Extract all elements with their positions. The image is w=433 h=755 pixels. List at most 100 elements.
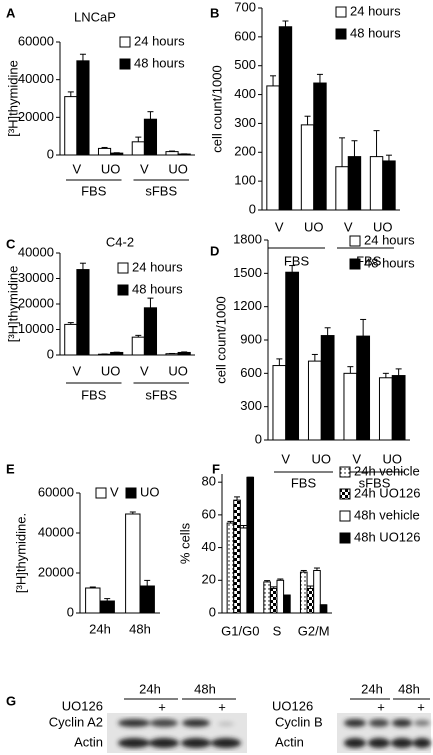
error-bar — [67, 322, 74, 325]
plus-mark: + — [218, 699, 226, 714]
bar — [143, 307, 158, 356]
error-bar — [360, 318, 367, 337]
error-bar — [347, 366, 354, 374]
y-axis-label: % cells — [177, 522, 192, 564]
chart-title: LNCaP — [74, 9, 116, 24]
x-tick-label: UO — [101, 363, 121, 378]
x-tick-label: UO — [312, 451, 332, 466]
legend-label: 48 hours — [350, 25, 401, 40]
y-tick-label: 0 — [255, 431, 262, 446]
y-tick-label: 60 — [202, 506, 216, 521]
legend-swatch — [339, 488, 351, 500]
y-tick-label: 900 — [240, 331, 262, 346]
treatment-label: UO126 — [272, 698, 313, 713]
plus-mark: + — [417, 699, 425, 714]
error-bar — [79, 262, 86, 270]
y-tick-label: 0 — [249, 201, 256, 216]
x-tick-label: V — [73, 161, 82, 176]
time-label: 48h — [194, 681, 216, 696]
y-tick-label: 20 — [202, 572, 216, 587]
bar — [319, 604, 328, 614]
panel-letter: D — [210, 243, 219, 258]
x-tick-label: UO — [101, 161, 121, 176]
y-tick-label: 40000 — [38, 524, 74, 539]
time-label: 24h — [139, 681, 161, 696]
bar — [285, 271, 300, 441]
chart-title: C4-2 — [106, 234, 134, 249]
bar — [269, 587, 278, 614]
y-tick-label: 1500 — [233, 265, 262, 280]
y-tick-label: 300 — [240, 398, 262, 413]
error-bar — [382, 372, 389, 378]
error-bar — [313, 567, 320, 571]
error-bar — [129, 511, 136, 514]
group-label: FBS — [81, 387, 107, 402]
bar — [356, 335, 371, 441]
bar — [139, 585, 155, 614]
x-tick-label: UO — [383, 451, 403, 466]
legend-label: 48h UO126 — [354, 529, 421, 544]
error-bar — [240, 525, 247, 528]
time-label: 24h — [361, 681, 383, 696]
y-tick-label: 500 — [234, 57, 256, 72]
y-tick-label: 600 — [240, 365, 262, 380]
y-axis-label: cell count/1000 — [213, 296, 228, 383]
group-label: sFBS — [145, 387, 177, 402]
panel-letter: G — [6, 693, 16, 708]
protein-label: Cyclin A2 — [49, 714, 103, 729]
x-tick-label: G1/G0 — [221, 623, 259, 638]
y-tick-label: 20000 — [18, 109, 54, 124]
error-bar — [395, 368, 402, 376]
bar — [177, 351, 191, 356]
legend-swatch — [339, 466, 351, 478]
y-tick-label: 0 — [67, 604, 74, 619]
error-bar — [144, 579, 151, 586]
bar — [226, 522, 235, 614]
bar — [378, 377, 393, 441]
y-tick-label: 60000 — [38, 484, 74, 499]
group-label: FBS — [291, 475, 317, 490]
y-tick-label: 0 — [47, 346, 54, 361]
bar — [64, 96, 78, 156]
error-bar — [316, 73, 323, 84]
legend-swatch — [119, 36, 131, 48]
x-tick-label: UO — [373, 219, 393, 234]
time-label: 48h — [398, 681, 420, 696]
legend-label: 24 hours — [132, 259, 183, 274]
legend-label: 24 hours — [364, 232, 415, 247]
legend-label: 48h vehicle — [354, 507, 420, 522]
bar — [110, 351, 124, 356]
blot-bands — [118, 719, 241, 748]
y-tick-label: 20000 — [38, 564, 74, 579]
bar — [320, 335, 335, 441]
y-axis-label: [³H]thymidine — [5, 60, 20, 137]
error-bar — [234, 496, 241, 501]
y-tick-label: 80 — [202, 474, 216, 489]
error-bar — [135, 334, 142, 338]
bar — [76, 60, 90, 156]
y-tick-label: 20000 — [18, 295, 54, 310]
y-tick-label: 30000 — [18, 270, 54, 285]
panel-letter: E — [6, 461, 15, 476]
legend-swatch — [125, 487, 137, 499]
error-bar — [79, 53, 86, 61]
error-bar — [289, 265, 296, 273]
bar — [306, 587, 315, 614]
protein-label: Actin — [275, 734, 304, 749]
x-tick-label: G2/M — [298, 623, 330, 638]
error-bar — [324, 327, 331, 336]
bar — [307, 360, 322, 441]
group-label: FBS — [284, 253, 310, 268]
x-tick-label: V — [344, 219, 353, 234]
bar — [335, 166, 349, 211]
bar — [99, 600, 115, 614]
x-tick-label: UO — [168, 363, 188, 378]
bar — [165, 151, 179, 156]
legend-label: 48 hours — [364, 255, 415, 270]
bar — [347, 156, 362, 211]
protein-label: Cyclin B — [275, 714, 323, 729]
bar — [382, 160, 396, 211]
legend-swatch — [349, 258, 361, 270]
error-bar — [135, 136, 142, 142]
bar — [313, 569, 321, 614]
